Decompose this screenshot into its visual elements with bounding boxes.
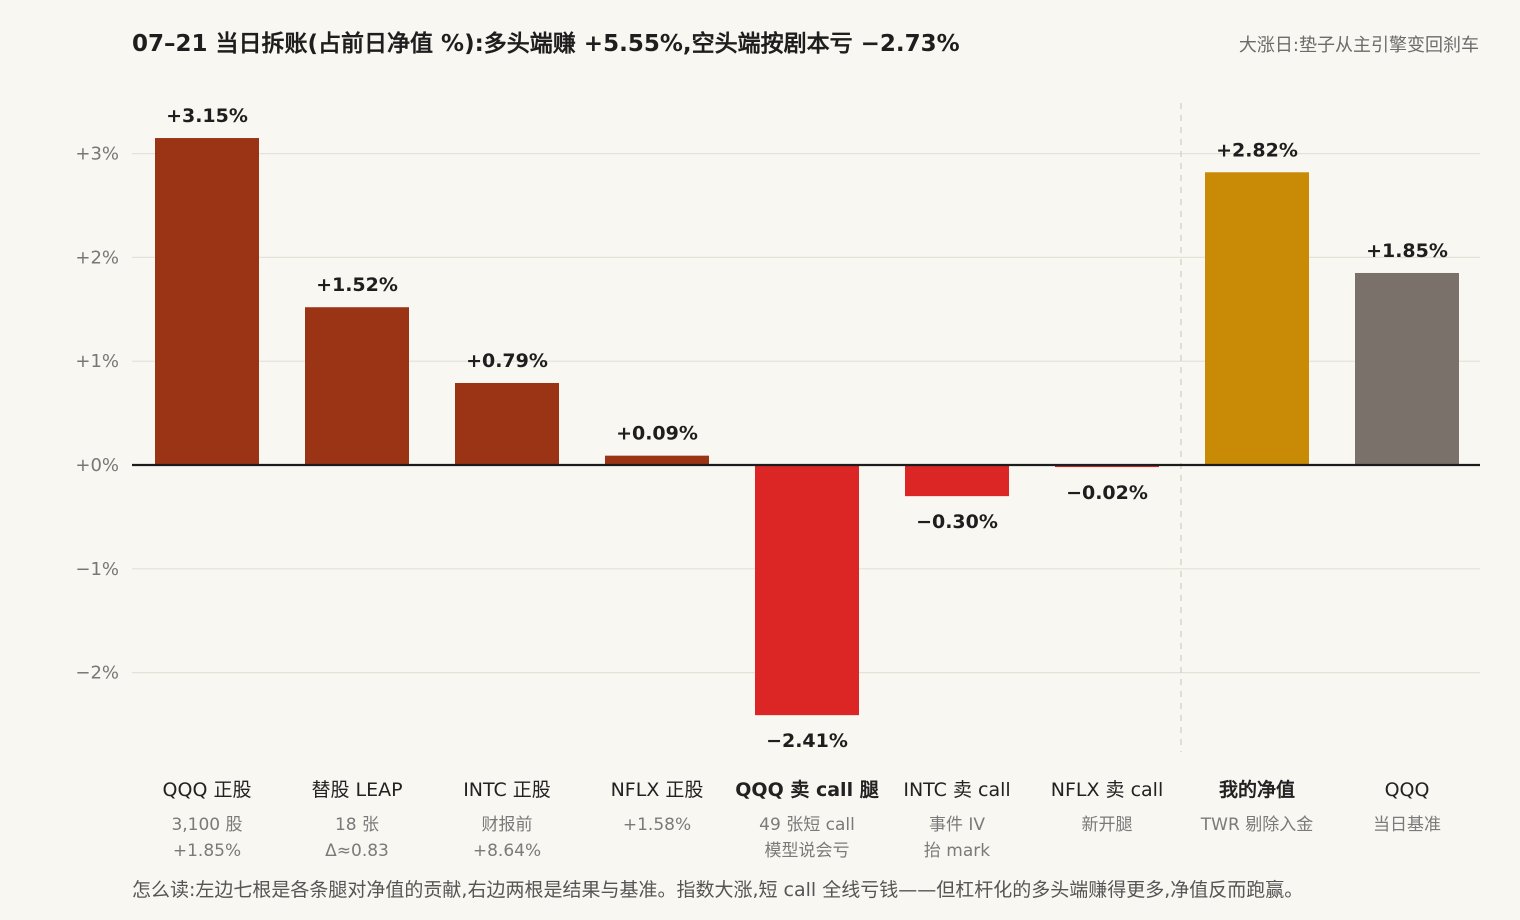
chart-subtitle: 大涨日:垫子从主引擎变回刹车 xyxy=(1239,35,1479,56)
category-labels: QQQ 正股 3,100 股 +1.85% 替股 LEAP 18 张 Δ≈0.83 INTC… xyxy=(163,778,1441,861)
x-category-sublabel: TWR 剔除入金 xyxy=(1200,815,1313,835)
bar xyxy=(905,465,1009,497)
x-category-sublabel: 3,100 股 xyxy=(171,815,242,835)
x-category-sublabel: 18 张 xyxy=(335,815,379,835)
bar-value-label: −0.02% xyxy=(1066,482,1148,504)
x-category-sublabel: 模型说会亏 xyxy=(765,841,850,861)
bar-value-label: −0.30% xyxy=(916,511,998,533)
x-category-label: 替股 LEAP xyxy=(311,779,402,801)
x-category-sublabel: 财报前 xyxy=(482,815,533,835)
y-tick-label: +2% xyxy=(75,247,119,268)
bar-value-label: +0.79% xyxy=(466,350,548,372)
value-labels: +3.15% +1.52% +0.79% +0.09% −2.41% −0.30% −0.0… xyxy=(166,105,1448,752)
bar xyxy=(1355,272,1459,465)
bar xyxy=(755,465,859,716)
x-category-label: QQQ xyxy=(1385,779,1430,801)
x-category-label: INTC 卖 call xyxy=(903,779,1010,801)
x-category-label: QQQ 卖 call 腿 xyxy=(735,779,878,801)
y-tick-label: +3% xyxy=(75,144,119,165)
bar-value-label: +1.85% xyxy=(1366,240,1448,262)
x-category-sublabel: +8.64% xyxy=(473,841,541,861)
reading-note: 怎么读:左边七根是各条腿对净值的贡献,右边两根是结果与基准。指数大涨,短 cal… xyxy=(132,879,1303,901)
bar-value-label: +3.15% xyxy=(166,105,248,127)
y-tick-label: +1% xyxy=(75,351,119,372)
x-category-sublabel: 当日基准 xyxy=(1373,815,1441,835)
x-category-sublabel: 抬 mark xyxy=(924,841,990,861)
bar-value-label: +1.52% xyxy=(316,274,398,296)
x-category-sublabel: 49 张短 call xyxy=(759,815,855,835)
y-axis-ticks: +3% +2% +1% +0% −1% −2% xyxy=(75,144,119,684)
x-category-sublabel: Δ≈0.83 xyxy=(325,841,389,861)
x-category-sublabel: 新开腿 xyxy=(1082,815,1133,835)
bar xyxy=(605,455,709,465)
bar xyxy=(155,138,259,465)
x-category-label: NFLX 卖 call xyxy=(1051,779,1163,801)
y-tick-label: −1% xyxy=(75,559,119,580)
x-category-label: QQQ 正股 xyxy=(163,779,252,801)
x-category-label: 我的净值 xyxy=(1219,778,1295,801)
bar xyxy=(1205,172,1309,465)
x-category-label: INTC 正股 xyxy=(463,779,551,801)
bar-value-label: +2.82% xyxy=(1216,139,1298,161)
bars xyxy=(155,138,1459,716)
x-category-label: NFLX 正股 xyxy=(611,779,704,801)
y-tick-label: −2% xyxy=(75,663,119,684)
chart-title: 07–21 当日拆账(占前日净值 %):多头端赚 +5.55%,空头端按剧本亏 … xyxy=(132,30,960,57)
bar-value-label: −2.41% xyxy=(766,730,848,752)
x-category-sublabel: +1.58% xyxy=(623,815,691,835)
x-category-sublabel: 事件 IV xyxy=(929,815,985,835)
y-tick-label: +0% xyxy=(75,455,119,476)
x-category-sublabel: +1.85% xyxy=(173,841,241,861)
bar xyxy=(455,382,559,465)
bar xyxy=(305,307,409,465)
bar-value-label: +0.09% xyxy=(616,423,698,445)
